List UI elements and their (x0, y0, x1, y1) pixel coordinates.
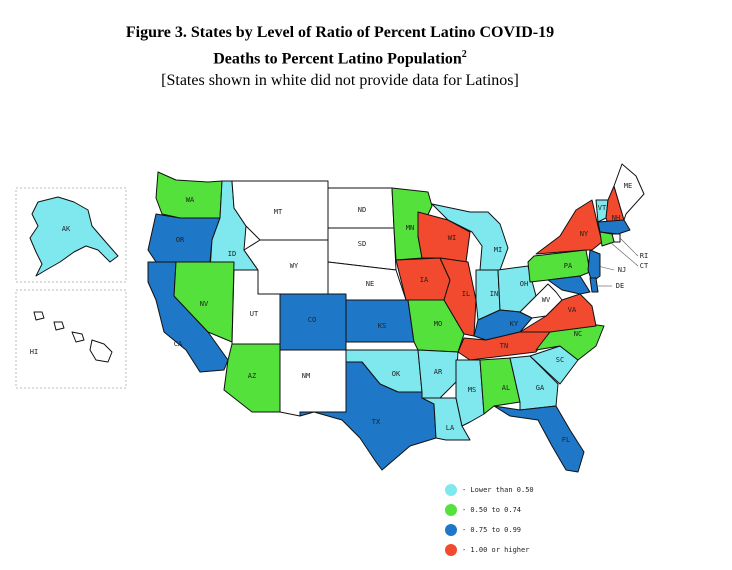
state-AL[interactable] (479, 357, 521, 415)
legend-label-0: - Lower than 0.50 (462, 486, 534, 494)
label-SD: SD (358, 240, 366, 248)
state-PA[interactable] (527, 249, 591, 283)
figure-title-line-1: Figure 3. States by Level of Ratio of Pe… (125, 24, 555, 41)
label-NJ: NJ (618, 266, 626, 274)
label-ME: ME (624, 182, 632, 190)
label-VA: VA (568, 306, 577, 314)
figure-title-line-2: Deaths to Percent Latino Population2 (0, 44, 680, 70)
state-WA[interactable] (155, 171, 223, 219)
label-GA: GA (536, 384, 545, 392)
label-LA: LA (446, 424, 455, 432)
leader-CT (609, 241, 639, 267)
label-NY: NY (580, 230, 589, 238)
label-IL: IL (462, 290, 470, 298)
state-HI-maui[interactable] (71, 331, 85, 343)
label-AL: AL (502, 384, 510, 392)
state-TX[interactable] (299, 361, 437, 471)
legend-label-1: - 0.50 to 0.74 (462, 506, 521, 514)
label-OR: OR (176, 236, 185, 244)
state-AK[interactable] (29, 196, 119, 277)
label-UT: UT (250, 310, 259, 318)
label-OH: OH (520, 280, 528, 288)
label-CT: CT (640, 262, 649, 270)
figure-title-line-2-text: Deaths to Percent Latino Population (213, 50, 462, 68)
label-DE: DE (616, 282, 624, 290)
state-WV[interactable] (519, 283, 563, 319)
state-IL[interactable] (439, 257, 477, 337)
label-ND: ND (358, 206, 366, 214)
label-ID: ID (228, 250, 236, 258)
state-KS[interactable] (345, 299, 415, 343)
label-AR: AR (434, 368, 443, 376)
label-MS: MS (468, 386, 476, 394)
state-FL[interactable] (493, 405, 585, 473)
state-HI-main[interactable] (89, 339, 113, 363)
label-MI: MI (494, 246, 502, 254)
label-NH: NH (612, 214, 620, 222)
label-TX: TX (372, 418, 381, 426)
figure-title-block: Figure 3. States by Level of Ratio of Pe… (0, 22, 680, 92)
figure-note: [States shown in white did not provide d… (161, 72, 519, 90)
state-DE[interactable] (589, 277, 599, 293)
label-WI: WI (448, 234, 456, 242)
label-WY: WY (290, 262, 299, 270)
label-VT: VT (598, 204, 607, 212)
label-MN: MN (406, 224, 414, 232)
legend: - Lower than 0.50 - 0.50 to 0.74 - 0.75 … (445, 484, 534, 556)
leader-NJ (597, 265, 615, 271)
state-NM[interactable] (279, 349, 347, 417)
label-IA: IA (420, 276, 429, 284)
label-NM: NM (302, 372, 310, 380)
label-WV: WV (542, 296, 551, 304)
label-KY: KY (510, 320, 519, 328)
label-FL: FL (562, 436, 570, 444)
state-HI-oahu[interactable] (53, 321, 65, 331)
label-WA: WA (186, 196, 195, 204)
label-KS: KS (378, 322, 386, 330)
label-OK: OK (392, 370, 401, 378)
state-labels-layer: AK HI WA OR CA ID NV UT AZ MT WY CO NM N… (30, 182, 649, 444)
state-HI-islands (33, 311, 113, 363)
state-MA[interactable] (597, 219, 631, 235)
legend-label-2: - 0.75 to 0.99 (462, 526, 521, 534)
label-CO: CO (308, 316, 316, 324)
alaska-inset-frame (15, 187, 127, 283)
label-HI: HI (30, 348, 38, 356)
legend-swatch-0 (445, 484, 457, 496)
label-NV: NV (200, 300, 209, 308)
label-AK: AK (62, 225, 71, 233)
leader-RI (619, 237, 639, 257)
state-NY[interactable] (535, 199, 603, 255)
label-RI: RI (640, 252, 648, 260)
footnote-marker: 2 (461, 49, 467, 60)
legend-label-3: - 1.00 or higher (462, 546, 529, 554)
label-MT: MT (274, 208, 283, 216)
legend-swatch-1 (445, 504, 457, 516)
state-HI-kauai[interactable] (33, 311, 45, 321)
state-NV[interactable] (173, 261, 235, 343)
label-CA: CA (174, 340, 183, 348)
label-PA: PA (564, 262, 573, 270)
hawaii-inset-frame (15, 289, 127, 389)
label-MO: MO (434, 320, 442, 328)
label-TN: TN (500, 342, 508, 350)
label-NE: NE (366, 280, 374, 288)
states-layer (29, 163, 645, 473)
state-MD[interactable] (547, 275, 591, 295)
legend-swatch-3 (445, 544, 457, 556)
legend-swatch-2 (445, 524, 457, 536)
label-IN: IN (490, 290, 498, 298)
label-NC: NC (574, 330, 582, 338)
label-AZ: AZ (248, 372, 256, 380)
label-SC: SC (556, 356, 564, 364)
